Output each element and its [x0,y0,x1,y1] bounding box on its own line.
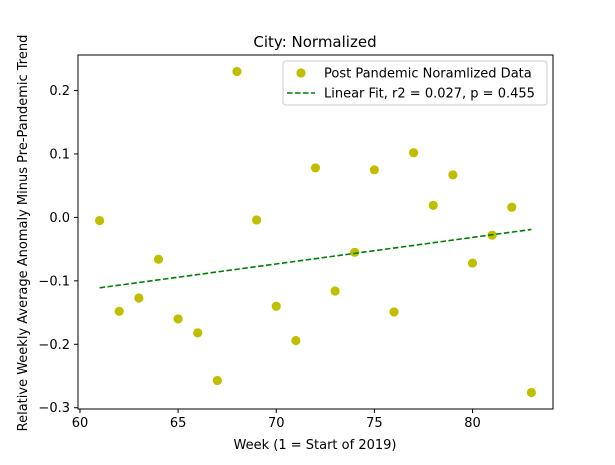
data-point [526,387,537,398]
data-point [153,254,164,264]
fit-line [99,228,532,289]
plot-frame [77,54,554,410]
y-tick-label: 0.1 [49,147,70,162]
x-tick-label: 70 [268,416,285,431]
data-point [134,293,144,303]
data-point [193,328,203,338]
data-point [271,301,281,311]
x-tick-label: 80 [464,416,481,431]
y-tick-label: 0.2 [49,84,70,99]
legend-marker-scatter [296,68,306,78]
data-point [507,202,517,212]
y-tick-label: −0.3 [38,401,70,416]
legend-box [282,60,548,106]
chart-title: City: Normalized [253,33,376,51]
data-point [448,170,458,180]
data-point [310,163,321,173]
data-point [291,335,301,346]
data-point [330,286,340,296]
legend-label-scatter: Post Pandemic Noramlized Data [324,67,532,82]
data-point [232,66,242,77]
legend: Post Pandemic Noramlized Data Linear Fit… [282,60,548,106]
y-tick-label: 0.0 [49,211,70,226]
y-axis-label: Relative Weekly Average Anomaly Minus Pr… [16,35,31,432]
data-point [467,258,478,268]
data-point [428,200,438,210]
data-point [114,306,124,316]
data-point [173,314,183,324]
x-tick-label: 75 [366,416,383,431]
data-point [350,247,360,257]
x-tick-label: 65 [170,416,187,431]
x-tick-label: 60 [72,416,89,431]
data-point [389,307,399,317]
data-point [212,375,222,386]
plot-content: 60 65 70 75 80 −0.3 −0.2 −0.1 0.0 0.1 0.2 [38,66,537,431]
data-point [369,165,379,175]
data-point [252,215,262,225]
legend-label-fit: Linear Fit, r2 = 0.027, p = 0.455 [324,87,535,102]
x-axis-label: Week (1 = Start of 2019) [234,438,397,453]
y-tick-label: −0.1 [38,274,70,289]
y-tick-label: −0.2 [38,338,70,353]
data-point [94,215,105,226]
data-point [409,148,419,158]
